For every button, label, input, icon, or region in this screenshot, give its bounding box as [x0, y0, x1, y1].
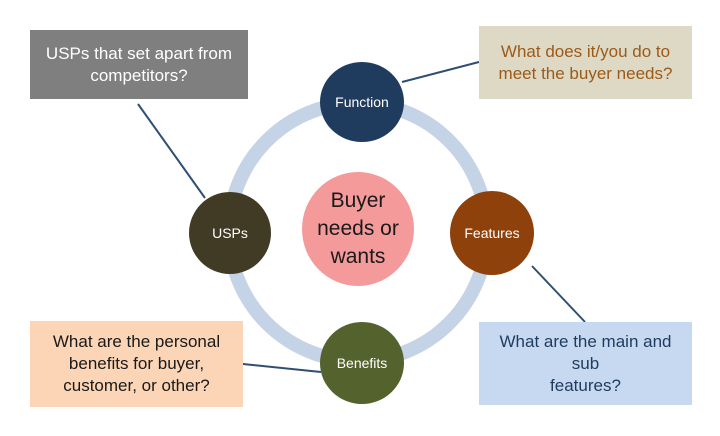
callout-features-text: What are the main and sub features? — [499, 331, 672, 395]
node-benefits-label: Benefits — [336, 355, 388, 371]
node-features: Features — [450, 191, 534, 275]
callout-usps-text: USPs that set apart from competitors? — [45, 43, 233, 85]
callout-function-text: What does it/you do to meet the buyer ne… — [498, 41, 673, 83]
node-usps: USPs — [189, 192, 271, 274]
node-function: Function — [320, 62, 404, 142]
connector-features — [531, 265, 586, 323]
callout-benefits-text: What are the personal benefits for buyer… — [52, 332, 221, 395]
connector-function — [401, 61, 480, 83]
node-usps-label: USPs — [212, 225, 248, 241]
callout-function: What does it/you do to meet the buyer ne… — [479, 26, 692, 99]
connector-benefits — [242, 363, 322, 373]
center-node: Buyer needs or wants — [302, 172, 414, 286]
node-function-label: Function — [335, 94, 389, 110]
callout-benefits: What are the personal benefits for buyer… — [30, 321, 243, 407]
connector-usps — [137, 103, 206, 199]
center-node-label: Buyer needs or wants — [317, 189, 399, 268]
node-benefits: Benefits — [320, 322, 404, 404]
callout-features: What are the main and sub features? — [479, 322, 692, 405]
node-features-label: Features — [464, 225, 520, 241]
callout-usps: USPs that set apart from competitors? — [30, 30, 248, 99]
